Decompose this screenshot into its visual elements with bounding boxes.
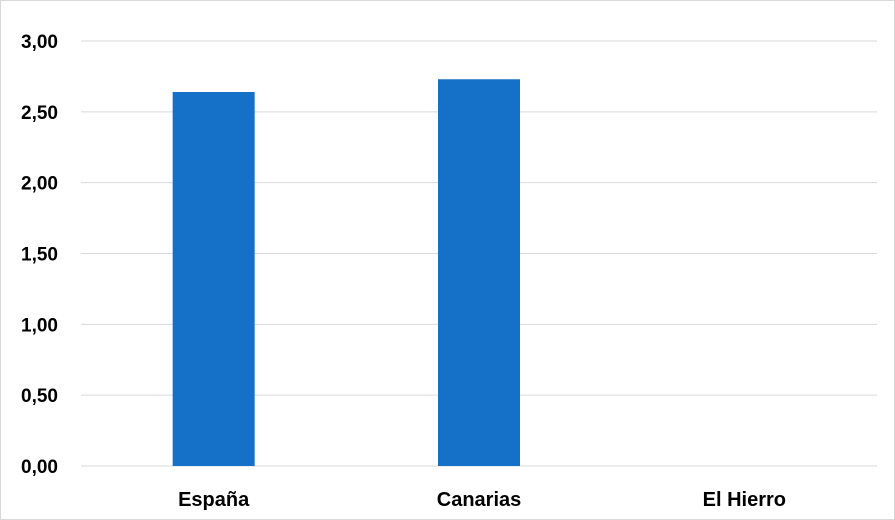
y-tick-label: 3,00	[21, 32, 58, 53]
bar-0	[172, 92, 255, 466]
y-tick-label: 2,50	[21, 103, 58, 124]
x-axis-category-labels: España Canarias El Hierro	[178, 489, 786, 511]
y-tick-label: 0,50	[21, 386, 58, 407]
y-tick-label: 0,00	[21, 457, 58, 478]
y-axis-tick-labels: 0,00 0,50 1,00 1,50 2,00 2,50 3,00	[21, 32, 58, 478]
bar-1	[438, 79, 520, 466]
x-category-label: Canarias	[437, 489, 522, 511]
x-category-label: El Hierro	[703, 489, 786, 511]
y-tick-label: 1,00	[21, 315, 58, 336]
bars	[172, 79, 520, 466]
y-tick-label: 1,50	[21, 245, 58, 266]
x-category-label: España	[178, 489, 250, 511]
y-tick-label: 2,00	[21, 174, 58, 195]
